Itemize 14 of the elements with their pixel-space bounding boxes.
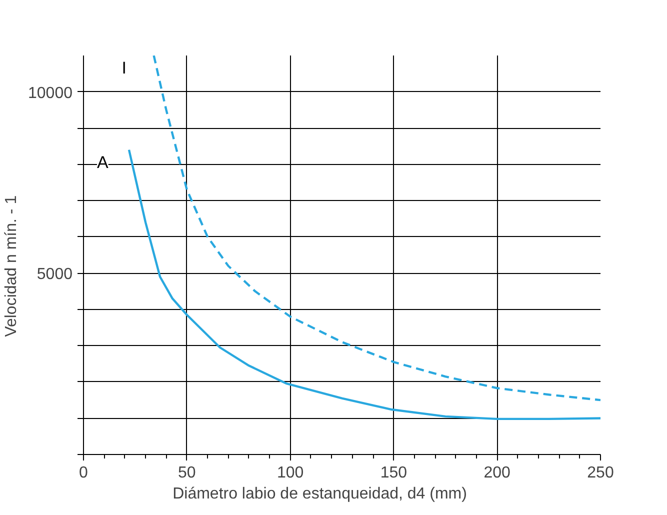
x-tick-label: 200 <box>484 464 511 482</box>
y-tick-label: 5000 <box>36 266 73 284</box>
series-label: I <box>122 58 127 78</box>
x-tick-label: 50 <box>178 464 196 482</box>
line-series <box>152 56 600 402</box>
x-tick-label: 0 <box>79 464 88 482</box>
x-tick-label: 150 <box>380 464 408 482</box>
x-axis-title: Diámetro labio de estanqueidad, d4 (mm) <box>172 486 467 502</box>
y-tick-label: 10000 <box>28 84 73 102</box>
x-tick-label: 100 <box>276 464 304 482</box>
series-label: A <box>96 152 109 172</box>
line-series <box>128 148 600 420</box>
y-axis-title: Velocidad n mín. - 1 <box>3 195 20 337</box>
x-tick-label: 250 <box>587 464 614 482</box>
